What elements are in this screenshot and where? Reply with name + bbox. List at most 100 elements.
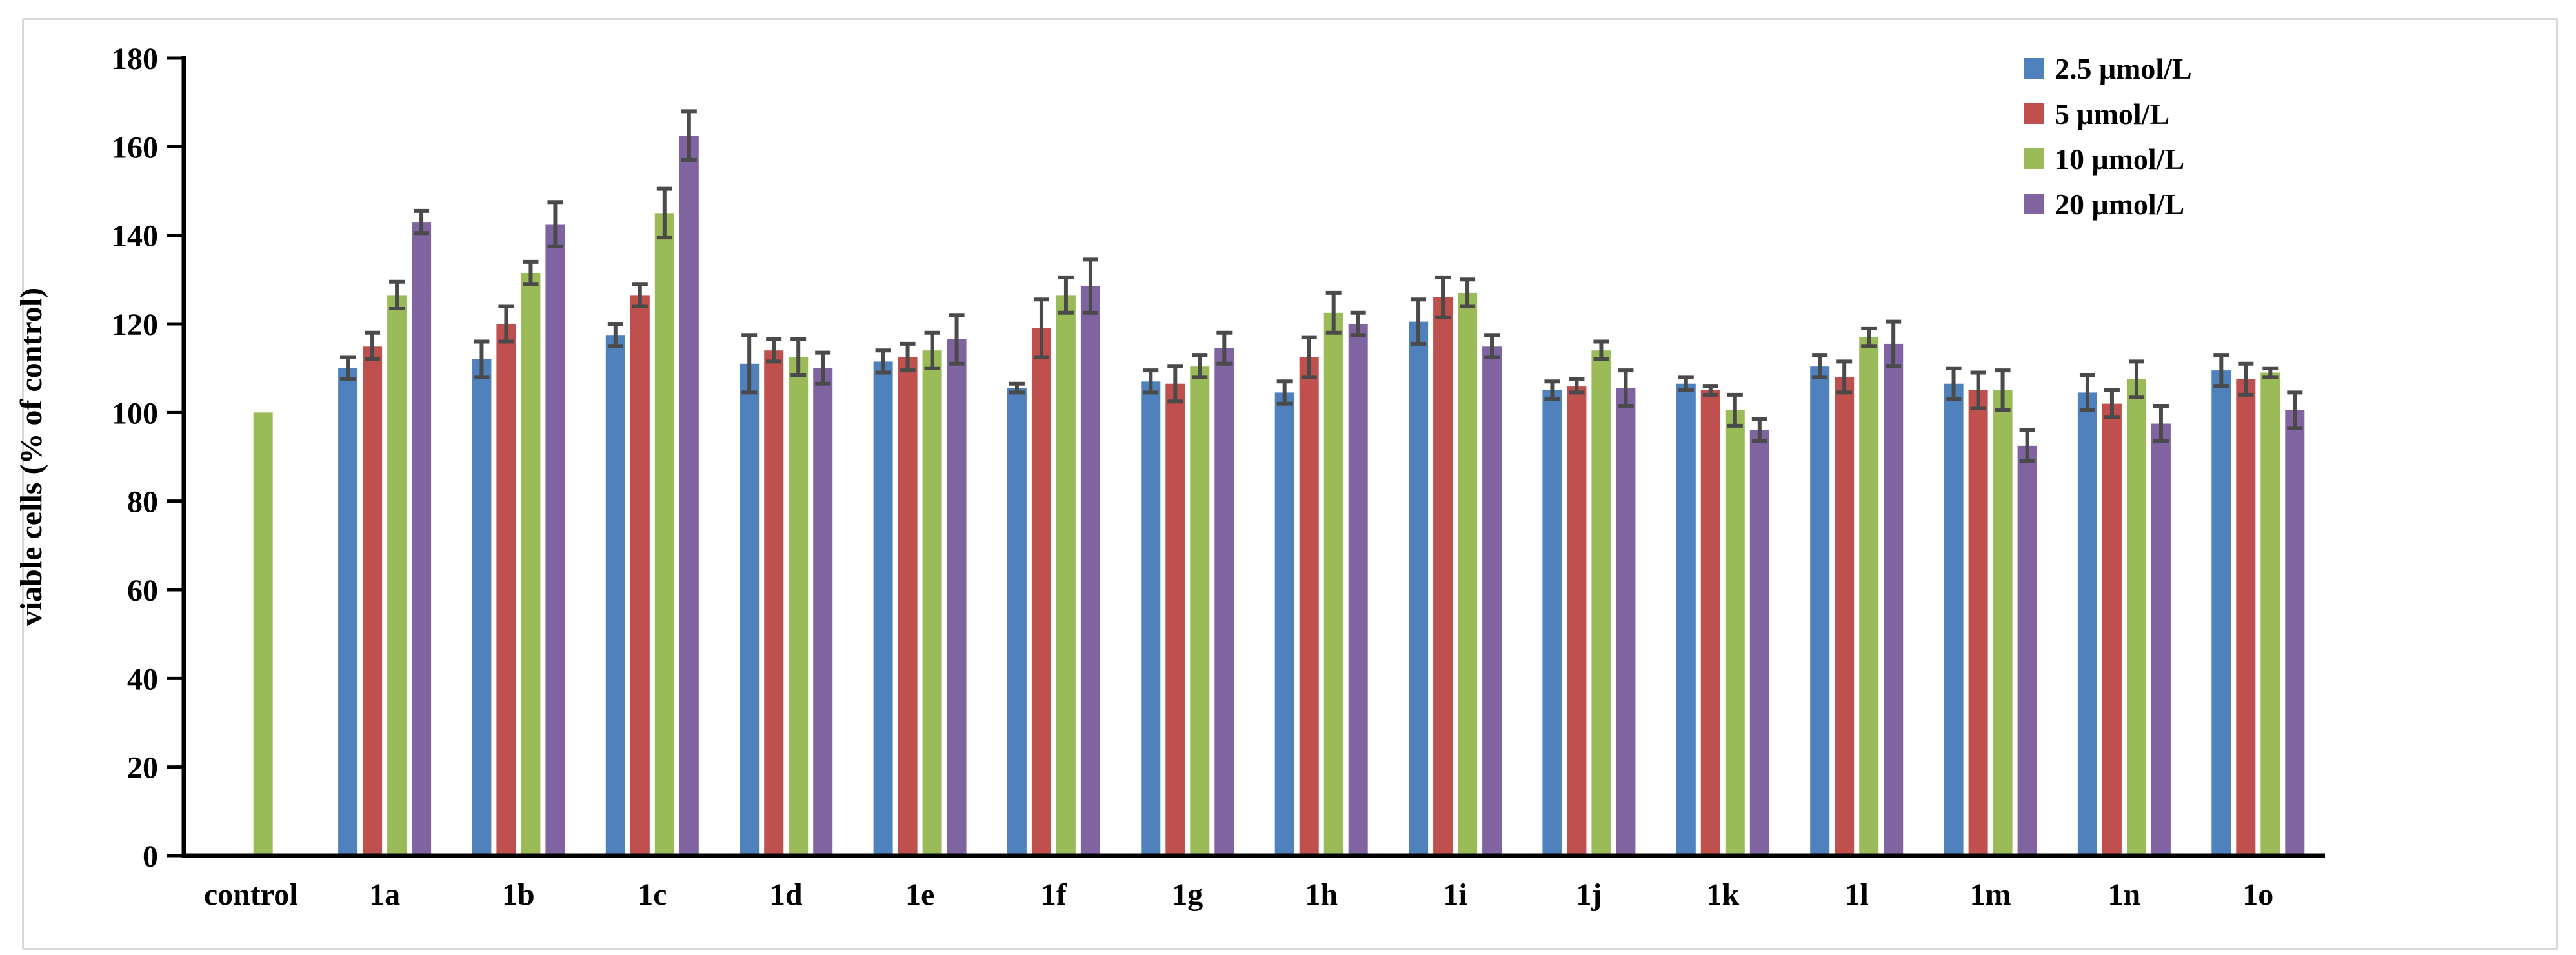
x-category-label-1c: 1c: [638, 878, 667, 912]
bar-2.5μmol/L-1c: [605, 335, 625, 856]
error-bar-2.5μmol/L-1f: [1009, 381, 1025, 395]
legend-swatch-5μmol/L: [2024, 103, 2044, 124]
bar-20μmol/L-1c: [679, 136, 699, 856]
error-bar-5μmol/L-1n: [2104, 388, 2120, 419]
bar-20μmol/L-1a: [412, 222, 432, 856]
error-bar-10μmol/L-1j: [1593, 339, 1609, 361]
error-bar-2.5μmol/L-1g: [1143, 368, 1159, 395]
bar-20μmol/L-1f: [1080, 286, 1100, 856]
x-category-label-1g: 1g: [1172, 878, 1203, 912]
error-bar-2.5μmol/L-1c: [607, 322, 623, 348]
bar-5μmol/L-1j: [1567, 386, 1587, 856]
x-category-label-1f: 1f: [1041, 878, 1067, 912]
bar-20μmol/L-1h: [1348, 324, 1368, 856]
bar-10μmol/L-1h: [1323, 312, 1343, 856]
y-axis-title: viable cells (% of control): [14, 288, 48, 626]
bar-10μmol/L-1g: [1190, 366, 1210, 856]
bar-10μmol/L-1f: [1056, 295, 1076, 856]
error-bar-20μmol/L-1e: [949, 313, 965, 366]
x-category-label-1d: 1d: [770, 878, 803, 912]
error-bar-20μmol/L-1a: [414, 208, 430, 236]
x-category-labels: control 1a 1b 1c 1d 1e 1f 1g 1h 1i 1j 1k 1l 1m 1n 1o: [204, 878, 2273, 912]
error-bar-20μmol/L-1n: [2153, 404, 2169, 443]
bar-20μmol/L-1k: [1749, 430, 1769, 856]
error-bar-10μmol/L-1a: [389, 279, 405, 310]
error-bar-5μmol/L-1h: [1301, 335, 1317, 379]
bar-10μmol/L-1b: [521, 273, 541, 856]
error-bar-20μmol/L-1c: [681, 109, 697, 162]
error-bar-10μmol/L-1l: [1861, 326, 1877, 348]
bar-20μmol/L-1j: [1616, 388, 1636, 856]
error-bar-5μmol/L-1m: [1970, 370, 1986, 410]
y-tick-label: 0: [143, 839, 158, 874]
bar-2.5μmol/L-1e: [873, 361, 893, 856]
bar-2.5μmol/L-1b: [472, 359, 492, 856]
error-bar-5μmol/L-1k: [1702, 384, 1718, 397]
bar-2.5μmol/L-1f: [1007, 388, 1027, 856]
y-tick-label: 180: [112, 42, 158, 76]
x-category-label-control: control: [204, 878, 298, 912]
error-bar-20μmol/L-1k: [1751, 417, 1767, 443]
bar-2.5μmol/L-1l: [1810, 366, 1830, 856]
x-category-label-1i: 1i: [1443, 878, 1467, 912]
legend-swatch-2.5μmol/L: [2024, 58, 2044, 79]
error-bar-10μmol/L-1d: [790, 337, 807, 377]
bar-5μmol/L-1c: [630, 295, 650, 856]
bar-2.5μmol/L-1d: [740, 363, 760, 856]
bar-5μmol/L-1f: [1031, 328, 1051, 856]
legend: 2.5 μmol/L 5 μmol/L 10 μmol/L 20 μmol/L: [2024, 52, 2192, 221]
x-category-label-1m: 1m: [1970, 878, 2011, 912]
error-bar-10μmol/L-1f: [1058, 275, 1074, 315]
error-bar-10μmol/L-1k: [1727, 392, 1743, 428]
error-bar-2.5μmol/L-1m: [1946, 366, 1962, 401]
bar-5μmol/L-1i: [1433, 297, 1453, 856]
legend-swatch-20μmol/L: [2024, 194, 2044, 214]
legend-label: 20 μmol/L: [2055, 188, 2184, 221]
error-bar-2.5μmol/L-1i: [1411, 297, 1427, 346]
error-bar-20μmol/L-1l: [1886, 319, 1902, 368]
bars-layer: [253, 136, 2305, 856]
bar-10μmol/L-1l: [1859, 337, 1879, 856]
y-tick-label: 160: [112, 130, 158, 165]
bar-10μmol/L-1e: [922, 350, 942, 856]
bar-2.5μmol/L-1j: [1542, 390, 1562, 856]
bar-10μmol/L-1o: [2260, 372, 2280, 856]
bar-5μmol/L-1k: [1700, 390, 1720, 856]
error-bar-10μmol/L-1e: [924, 330, 940, 370]
y-tick-label: 80: [127, 485, 158, 519]
bar-10μmol/L-control: [253, 412, 273, 856]
bar-5μmol/L-1g: [1165, 383, 1185, 856]
bar-10μmol/L-1i: [1458, 292, 1478, 856]
error-bar-10μmol/L-1m: [1995, 368, 2011, 412]
error-bar-5μmol/L-1g: [1167, 364, 1183, 404]
error-bar-5μmol/L-1a: [365, 330, 381, 361]
error-bar-2.5μmol/L-1e: [875, 348, 891, 375]
bar-2.5μmol/L-1h: [1274, 392, 1294, 856]
bar-10μmol/L-1a: [387, 295, 407, 856]
bar-2.5μmol/L-1a: [338, 368, 358, 856]
error-bar-10μmol/L-1b: [523, 259, 539, 286]
error-bar-20μmol/L-1d: [815, 350, 831, 386]
x-category-label-1j: 1j: [1576, 878, 1602, 912]
bar-10μmol/L-1k: [1725, 410, 1745, 856]
bar-2.5μmol/L-1i: [1409, 321, 1429, 856]
x-category-label-1e: 1e: [905, 878, 934, 912]
error-bar-5μmol/L-1b: [498, 304, 514, 344]
y-tick-label: 20: [127, 751, 158, 785]
error-bar-2.5μmol/L-1b: [474, 339, 490, 379]
x-category-label-1k: 1k: [1706, 878, 1739, 912]
bar-2.5μmol/L-1n: [2077, 392, 2097, 856]
error-bar-2.5μmol/L-1h: [1276, 379, 1293, 406]
bar-5μmol/L-1l: [1835, 377, 1855, 856]
error-bar-5μmol/L-1o: [2238, 361, 2254, 397]
legend-label: 10 μmol/L: [2055, 143, 2184, 176]
x-category-label-1l: 1l: [1845, 878, 1869, 912]
bar-20μmol/L-1o: [2285, 410, 2305, 856]
figure-border: [22, 18, 2558, 950]
y-tick-label: 40: [127, 662, 158, 696]
bar-5μmol/L-1o: [2236, 379, 2256, 856]
bar-10μmol/L-1d: [789, 357, 809, 856]
error-bars-layer: [340, 109, 2303, 463]
